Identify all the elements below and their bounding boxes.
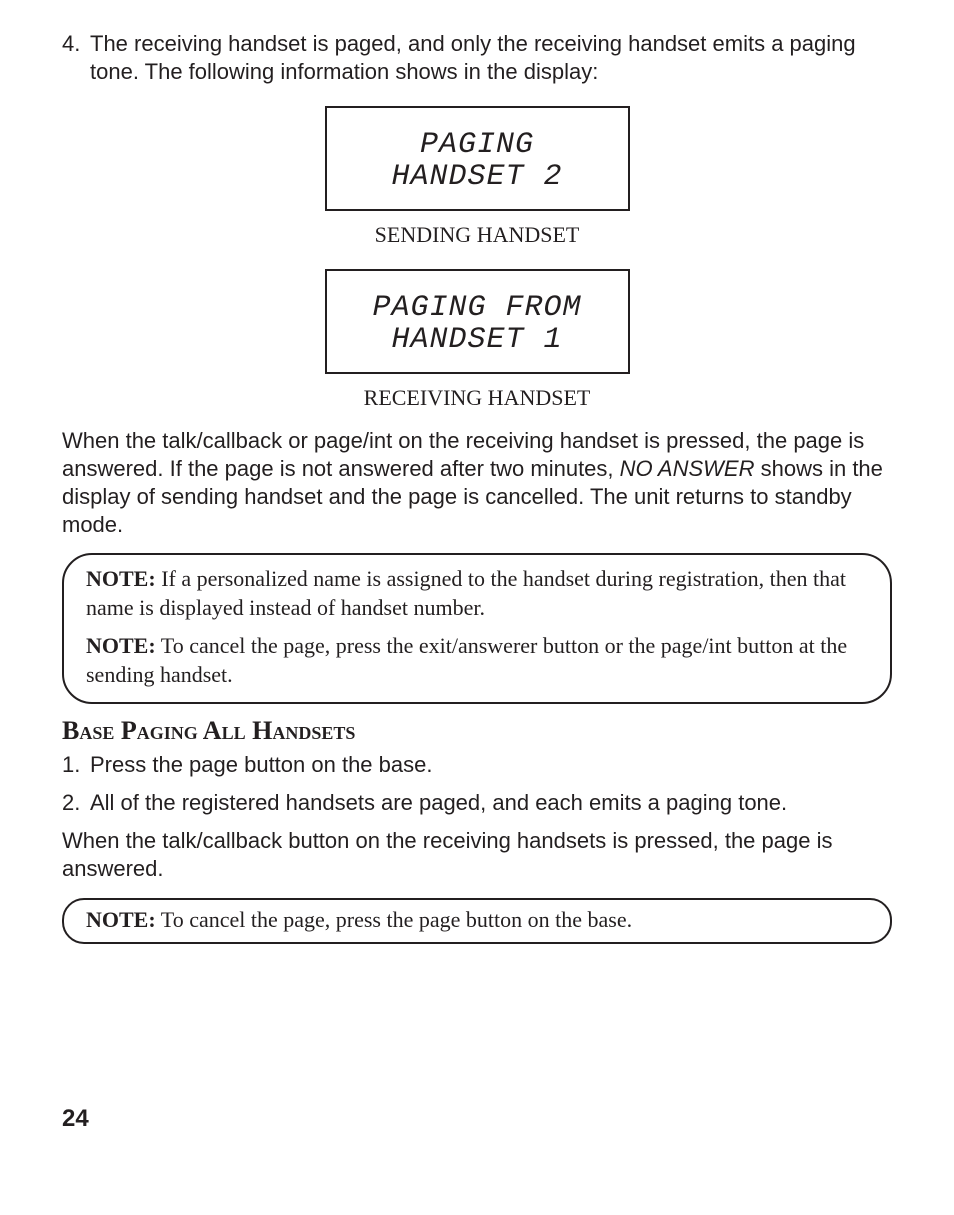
lcd-line-1: PAGING FROM [335, 293, 620, 325]
note-box-2: NOTE: To cancel the page, press the page… [62, 898, 892, 945]
para-ital-no-answer: NO ANSWER [620, 456, 755, 481]
step-1-num: 1. [62, 751, 90, 779]
sending-handset-caption: SENDING HANDSET [62, 221, 892, 249]
page-number: 24 [62, 1104, 892, 1135]
section-heading-base-paging: Base Paging All Handsets [62, 714, 892, 747]
note-label: NOTE: [86, 566, 156, 591]
lcd-line-2: HANDSET 2 [335, 162, 620, 194]
receiving-handset-display: PAGING FROM HANDSET 1 [325, 269, 630, 374]
step-4: 4. The receiving handset is paged, and o… [62, 30, 892, 86]
step-4-text: The receiving handset is paged, and only… [90, 30, 892, 86]
lcd-line-1: PAGING [335, 130, 620, 162]
step-2: 2. All of the registered handsets are pa… [62, 789, 892, 817]
note-text: To cancel the page, press the page butto… [156, 907, 632, 932]
step-2-text: All of the registered handsets are paged… [90, 789, 892, 817]
paragraph-base-answered: When the talk/callback button on the rec… [62, 827, 892, 883]
step-1-text: Press the page button on the base. [90, 751, 892, 779]
step-2-num: 2. [62, 789, 90, 817]
note-label: NOTE: [86, 907, 156, 932]
note-1a: NOTE: If a personalized name is assigned… [86, 565, 868, 622]
note-box-1: NOTE: If a personalized name is assigned… [62, 553, 892, 703]
paragraph-talk-callback: When the talk/callback or page/int on th… [62, 427, 892, 540]
note-label: NOTE: [86, 633, 156, 658]
lcd-line-2: HANDSET 1 [335, 325, 620, 357]
receiving-handset-caption: RECEIVING HANDSET [62, 384, 892, 412]
step-4-num: 4. [62, 30, 90, 86]
note-text: If a personalized name is assigned to th… [86, 566, 846, 620]
step-1: 1. Press the page button on the base. [62, 751, 892, 779]
sending-handset-display: PAGING HANDSET 2 [325, 106, 630, 211]
note-1b: NOTE: To cancel the page, press the exit… [86, 632, 868, 689]
note-2: NOTE: To cancel the page, press the page… [86, 906, 868, 935]
note-text: To cancel the page, press the exit/answe… [86, 633, 847, 687]
